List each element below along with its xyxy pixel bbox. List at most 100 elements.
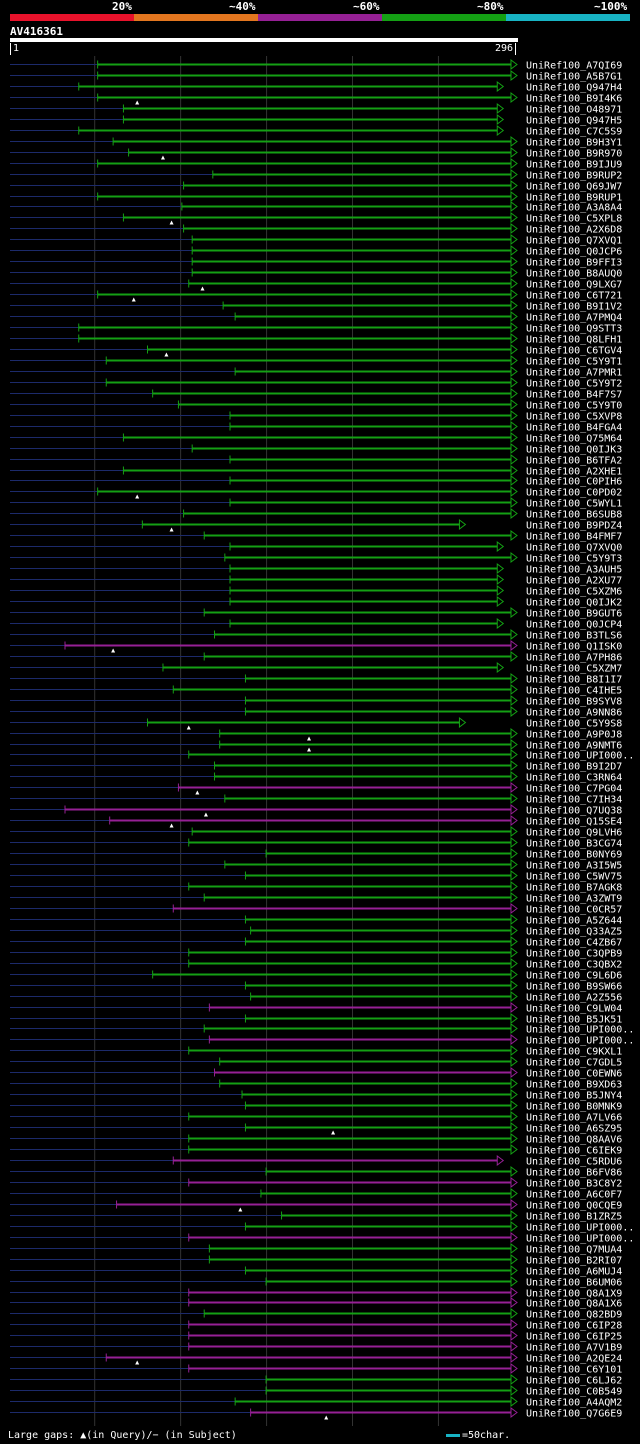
alignment-label[interactable]: UniRef100_C7GDL5 bbox=[526, 1058, 622, 1069]
alignment-label[interactable]: UniRef100_Q8LFH1 bbox=[526, 335, 622, 346]
alignment-label[interactable]: UniRef100_B9PDZ4 bbox=[526, 521, 622, 532]
alignment-label[interactable]: UniRef100_A7PH86 bbox=[526, 653, 622, 664]
alignment-label[interactable]: UniRef100_Q33AZ5 bbox=[526, 927, 622, 938]
alignment-label[interactable]: UniRef100_C5Y9T0 bbox=[526, 401, 622, 412]
alignment-label[interactable]: UniRef100_B6UM06 bbox=[526, 1278, 622, 1289]
alignment-label[interactable]: UniRef100_Q7G6E9 bbox=[526, 1409, 622, 1420]
alignment-label[interactable]: UniRef100_A6C0F7 bbox=[526, 1190, 622, 1201]
alignment-label[interactable]: UniRef100_A5Z644 bbox=[526, 916, 622, 927]
alignment-label[interactable]: UniRef100_Q9LVH6 bbox=[526, 828, 622, 839]
alignment-label[interactable]: UniRef100_UPI000.. bbox=[526, 1036, 634, 1047]
alignment-label[interactable]: UniRef100_Q8A1X9 bbox=[526, 1289, 622, 1300]
alignment-label[interactable]: UniRef100_B2RI07 bbox=[526, 1256, 622, 1267]
alignment-label[interactable]: UniRef100_Q7MUA4 bbox=[526, 1245, 622, 1256]
alignment-label[interactable]: UniRef100_C9LW04 bbox=[526, 1004, 622, 1015]
alignment-label[interactable]: UniRef100_Q7UQ38 bbox=[526, 806, 622, 817]
alignment-label[interactable]: UniRef100_Q0JCP4 bbox=[526, 620, 622, 631]
alignment-label[interactable]: UniRef100_C6IEK9 bbox=[526, 1146, 622, 1157]
alignment-label[interactable]: UniRef100_Q947H4 bbox=[526, 83, 622, 94]
alignment-label[interactable]: UniRef100_C9KXL1 bbox=[526, 1047, 622, 1058]
alignment-label[interactable]: UniRef100_B8I1I7 bbox=[526, 675, 622, 686]
alignment-label[interactable]: UniRef100_A4AQM2 bbox=[526, 1398, 622, 1409]
alignment-label[interactable]: UniRef100_B9I4K6 bbox=[526, 94, 622, 105]
alignment-label[interactable]: UniRef100_B9I2D7 bbox=[526, 762, 622, 773]
alignment-label[interactable]: UniRef100_B6FV86 bbox=[526, 1168, 622, 1179]
alignment-label[interactable]: UniRef100_B4FMF7 bbox=[526, 532, 622, 543]
alignment-label[interactable]: UniRef100_A3AUH5 bbox=[526, 565, 622, 576]
alignment-label[interactable]: UniRef100_B8AUQ0 bbox=[526, 269, 622, 280]
alignment-label[interactable]: UniRef100_Q69JW7 bbox=[526, 182, 622, 193]
alignment-label[interactable]: UniRef100_C6TGV4 bbox=[526, 346, 622, 357]
alignment-label[interactable]: UniRef100_UPI000.. bbox=[526, 1223, 634, 1234]
alignment-label[interactable]: UniRef100_Q7XVQ1 bbox=[526, 236, 622, 247]
alignment-label[interactable]: UniRef100_Q7XVQ0 bbox=[526, 543, 622, 554]
alignment-label[interactable]: UniRef100_A6MUJ4 bbox=[526, 1267, 622, 1278]
alignment-label[interactable]: UniRef100_C5WYL1 bbox=[526, 499, 622, 510]
alignment-label[interactable]: UniRef100_C5XPL8 bbox=[526, 214, 622, 225]
alignment-label[interactable]: UniRef100_A2X6D8 bbox=[526, 225, 622, 236]
alignment-label[interactable]: UniRef100_C5Y9T3 bbox=[526, 554, 622, 565]
alignment-label[interactable]: UniRef100_B5JK51 bbox=[526, 1015, 622, 1026]
alignment-label[interactable]: UniRef100_C6IP28 bbox=[526, 1321, 622, 1332]
alignment-label[interactable]: UniRef100_C5RDU6 bbox=[526, 1157, 622, 1168]
alignment-label[interactable]: UniRef100_C7IH34 bbox=[526, 795, 622, 806]
alignment-label[interactable]: UniRef100_B9H3Y1 bbox=[526, 138, 622, 149]
alignment-label[interactable]: UniRef100_C3QPB9 bbox=[526, 949, 622, 960]
alignment-label[interactable]: UniRef100_UPI000.. bbox=[526, 1025, 634, 1036]
alignment-label[interactable]: UniRef100_B9SW66 bbox=[526, 982, 622, 993]
alignment-label[interactable]: UniRef100_B9FFI3 bbox=[526, 258, 622, 269]
alignment-label[interactable]: UniRef100_C5XZM7 bbox=[526, 664, 622, 675]
alignment-label[interactable]: UniRef100_UPI000.. bbox=[526, 1234, 634, 1245]
alignment-label[interactable]: UniRef100_B9R970 bbox=[526, 149, 622, 160]
alignment-label[interactable]: UniRef100_Q0CQE9 bbox=[526, 1201, 622, 1212]
alignment-label[interactable]: UniRef100_A2Z556 bbox=[526, 993, 622, 1004]
alignment-label[interactable]: UniRef100_Q0IJK2 bbox=[526, 598, 622, 609]
alignment-label[interactable]: UniRef100_C6IP25 bbox=[526, 1332, 622, 1343]
alignment-label[interactable]: UniRef100_B3TLS6 bbox=[526, 631, 622, 642]
alignment-label[interactable]: UniRef100_A7PMR1 bbox=[526, 368, 622, 379]
alignment-label[interactable]: UniRef100_B9XD63 bbox=[526, 1080, 622, 1091]
alignment-label[interactable]: UniRef100_B9RUP2 bbox=[526, 171, 622, 182]
alignment-label[interactable]: UniRef100_C9L6D6 bbox=[526, 971, 622, 982]
alignment-label[interactable]: UniRef100_A2XU77 bbox=[526, 576, 622, 587]
alignment-label[interactable]: UniRef100_B9SYV8 bbox=[526, 697, 622, 708]
alignment-label[interactable]: UniRef100_B0MNK9 bbox=[526, 1102, 622, 1113]
alignment-label[interactable]: UniRef100_C0B549 bbox=[526, 1387, 622, 1398]
alignment-label[interactable]: UniRef100_A5B7G1 bbox=[526, 72, 622, 83]
alignment-label[interactable]: UniRef100_A3ZWT9 bbox=[526, 894, 622, 905]
alignment-label[interactable]: UniRef100_B6TFA2 bbox=[526, 456, 622, 467]
alignment-label[interactable]: UniRef100_Q0JCP6 bbox=[526, 247, 622, 258]
alignment-label[interactable]: UniRef100_A7QI69 bbox=[526, 61, 622, 72]
alignment-label[interactable]: UniRef100_A2XHE1 bbox=[526, 467, 622, 478]
alignment-label[interactable]: UniRef100_B9I1V2 bbox=[526, 302, 622, 313]
alignment-label[interactable]: UniRef100_A3A8A4 bbox=[526, 203, 622, 214]
alignment-label[interactable]: UniRef100_Q1ISK0 bbox=[526, 642, 622, 653]
alignment-label[interactable]: UniRef100_A2QE24 bbox=[526, 1354, 622, 1365]
alignment-label[interactable]: UniRef100_B9RUP1 bbox=[526, 193, 622, 204]
alignment-label[interactable]: UniRef100_B3C8Y2 bbox=[526, 1179, 622, 1190]
alignment-label[interactable]: UniRef100_B6SUB8 bbox=[526, 510, 622, 521]
alignment-label[interactable]: UniRef100_Q9STT3 bbox=[526, 324, 622, 335]
alignment-label[interactable]: UniRef100_C0EWN6 bbox=[526, 1069, 622, 1080]
alignment-label[interactable]: UniRef100_C0PIH6 bbox=[526, 477, 622, 488]
alignment-label[interactable]: UniRef100_A3I5W5 bbox=[526, 861, 622, 872]
alignment-label[interactable]: UniRef100_C4IHE5 bbox=[526, 686, 622, 697]
alignment-label[interactable]: UniRef100_C3QBX2 bbox=[526, 960, 622, 971]
alignment-label[interactable]: UniRef100_C6T721 bbox=[526, 291, 622, 302]
alignment-label[interactable]: UniRef100_C6LJ62 bbox=[526, 1376, 622, 1387]
alignment-label[interactable]: UniRef100_O48971 bbox=[526, 105, 622, 116]
alignment-label[interactable]: UniRef100_A7V1B9 bbox=[526, 1343, 622, 1354]
alignment-label[interactable]: UniRef100_B7AGK8 bbox=[526, 883, 622, 894]
alignment-label[interactable]: UniRef100_Q0IJK3 bbox=[526, 445, 622, 456]
alignment-label[interactable]: UniRef100_C0CR57 bbox=[526, 905, 622, 916]
alignment-label[interactable]: UniRef100_A6SZ95 bbox=[526, 1124, 622, 1135]
alignment-label[interactable]: UniRef100_B9GUT6 bbox=[526, 609, 622, 620]
alignment-label[interactable]: UniRef100_A9NN86 bbox=[526, 708, 622, 719]
alignment-label[interactable]: UniRef100_C7PG04 bbox=[526, 784, 622, 795]
alignment-label[interactable]: UniRef100_B1ZRZ5 bbox=[526, 1212, 622, 1223]
alignment-label[interactable]: UniRef100_C5WV75 bbox=[526, 872, 622, 883]
alignment-label[interactable]: UniRef100_A7PMQ4 bbox=[526, 313, 622, 324]
alignment-label[interactable]: UniRef100_A7LV66 bbox=[526, 1113, 622, 1124]
alignment-label[interactable]: UniRef100_C5Y9S8 bbox=[526, 719, 622, 730]
alignment-label[interactable]: UniRef100_A9P0J8 bbox=[526, 730, 622, 741]
